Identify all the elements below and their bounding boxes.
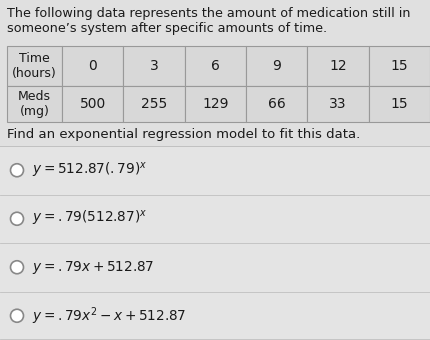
Text: 66: 66	[268, 97, 286, 111]
Bar	[246, 86, 307, 122]
Text: $y=512.87(.79)^x$: $y=512.87(.79)^x$	[32, 161, 147, 180]
Text: 9: 9	[272, 59, 281, 73]
Bar	[184, 86, 246, 122]
Bar	[7, 46, 62, 86]
Text: $y=.79x^2-x+512.87$: $y=.79x^2-x+512.87$	[32, 305, 186, 326]
Text: 12: 12	[329, 59, 347, 73]
Text: someone’s system after specific amounts of time.: someone’s system after specific amounts …	[7, 22, 327, 35]
Bar	[369, 46, 430, 86]
Text: 15: 15	[390, 59, 408, 73]
Bar	[184, 46, 246, 86]
Text: 0: 0	[88, 59, 97, 73]
Bar	[0, 146, 430, 340]
Text: Find an exponential regression model to fit this data.: Find an exponential regression model to …	[7, 128, 360, 141]
Circle shape	[10, 212, 24, 225]
Text: 255: 255	[141, 97, 167, 111]
Text: Meds
(mg): Meds (mg)	[18, 90, 51, 118]
Bar	[62, 86, 123, 122]
Text: 3: 3	[150, 59, 158, 73]
Text: $y=.79(512.87)^x$: $y=.79(512.87)^x$	[32, 209, 147, 228]
Text: $y=.79x+512.87$: $y=.79x+512.87$	[32, 259, 154, 276]
Bar	[307, 86, 369, 122]
Bar	[62, 46, 123, 86]
Bar	[7, 86, 62, 122]
Text: 15: 15	[390, 97, 408, 111]
Bar	[246, 46, 307, 86]
Text: 500: 500	[80, 97, 106, 111]
Text: 6: 6	[211, 59, 220, 73]
Text: 33: 33	[329, 97, 347, 111]
Circle shape	[10, 261, 24, 274]
Bar	[369, 86, 430, 122]
Bar	[307, 46, 369, 86]
Text: The following data represents the amount of medication still in: The following data represents the amount…	[7, 7, 411, 20]
Text: Time
(hours): Time (hours)	[12, 52, 57, 80]
Text: 129: 129	[202, 97, 229, 111]
Circle shape	[10, 309, 24, 322]
Bar	[123, 46, 184, 86]
Circle shape	[10, 164, 24, 177]
Bar	[123, 86, 184, 122]
